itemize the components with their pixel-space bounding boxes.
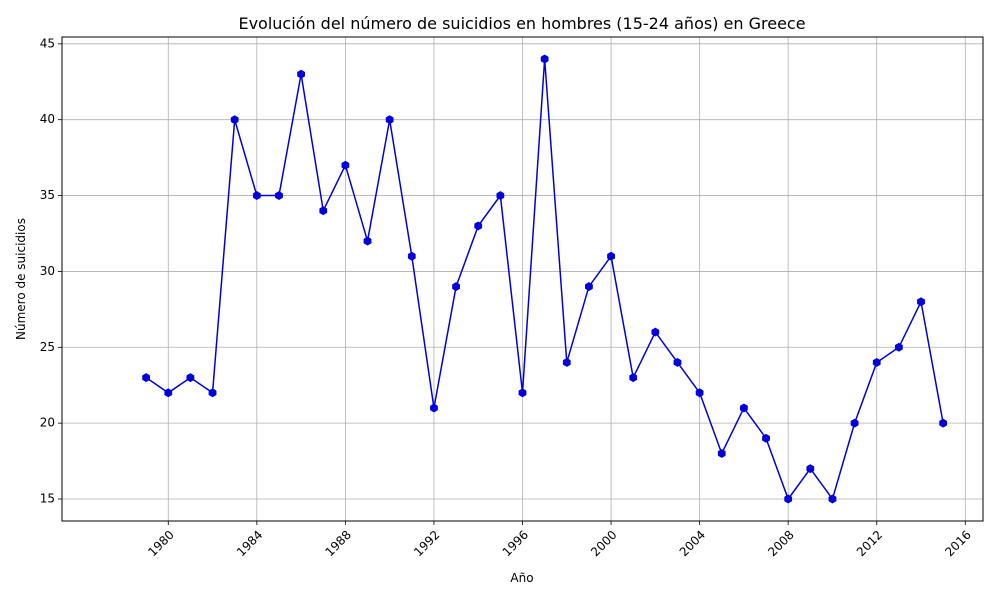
data-point: [186, 373, 195, 383]
data-point: [939, 418, 948, 428]
data-point: [319, 206, 328, 216]
series-group: [142, 54, 948, 504]
y-tick-label: 20: [40, 416, 55, 430]
data-point: [540, 54, 549, 64]
data-point: [164, 388, 173, 398]
data-point: [452, 282, 460, 292]
data-point: [341, 160, 350, 170]
data-point: [695, 388, 704, 398]
data-point: [717, 448, 726, 458]
data-point: [828, 494, 837, 504]
data-point: [850, 418, 859, 428]
y-axis-title: Número de suicidios: [14, 218, 28, 340]
data-point: [252, 191, 261, 201]
data-point: [917, 297, 925, 307]
data-point: [894, 342, 903, 352]
data-point: [230, 115, 239, 125]
data-point: [673, 357, 682, 367]
data-point: [607, 251, 615, 261]
data-point: [651, 327, 660, 337]
y-axis: 15 20 25 30 35 40 45: [40, 36, 62, 506]
y-tick-label: 35: [40, 188, 55, 202]
x-axis-title: Año: [510, 571, 533, 585]
data-point: [208, 388, 217, 398]
data-point: [585, 282, 593, 292]
data-point: [407, 251, 416, 261]
y-tick-label: 30: [40, 264, 55, 278]
data-point: [496, 191, 505, 201]
y-tick-label: 40: [40, 112, 55, 126]
data-point: [762, 433, 770, 443]
data-point: [562, 357, 571, 367]
data-point: [740, 403, 748, 413]
data-point: [430, 403, 438, 413]
y-tick-label: 25: [40, 340, 55, 354]
data-point: [363, 236, 372, 246]
data-point: [629, 373, 638, 383]
y-tick-label: 45: [40, 36, 55, 50]
data-point: [784, 494, 793, 504]
grid-lines: [62, 37, 983, 521]
data-point: [872, 357, 881, 367]
data-point: [518, 388, 527, 398]
data-point: [297, 69, 305, 79]
data-point: [385, 115, 394, 125]
data-point: [474, 221, 483, 231]
data-point: [142, 373, 151, 383]
y-tick-label: 15: [40, 492, 55, 506]
chart-title: Evolución del número de suicidios en hom…: [238, 14, 805, 33]
data-point: [806, 464, 815, 474]
data-point: [275, 191, 283, 201]
